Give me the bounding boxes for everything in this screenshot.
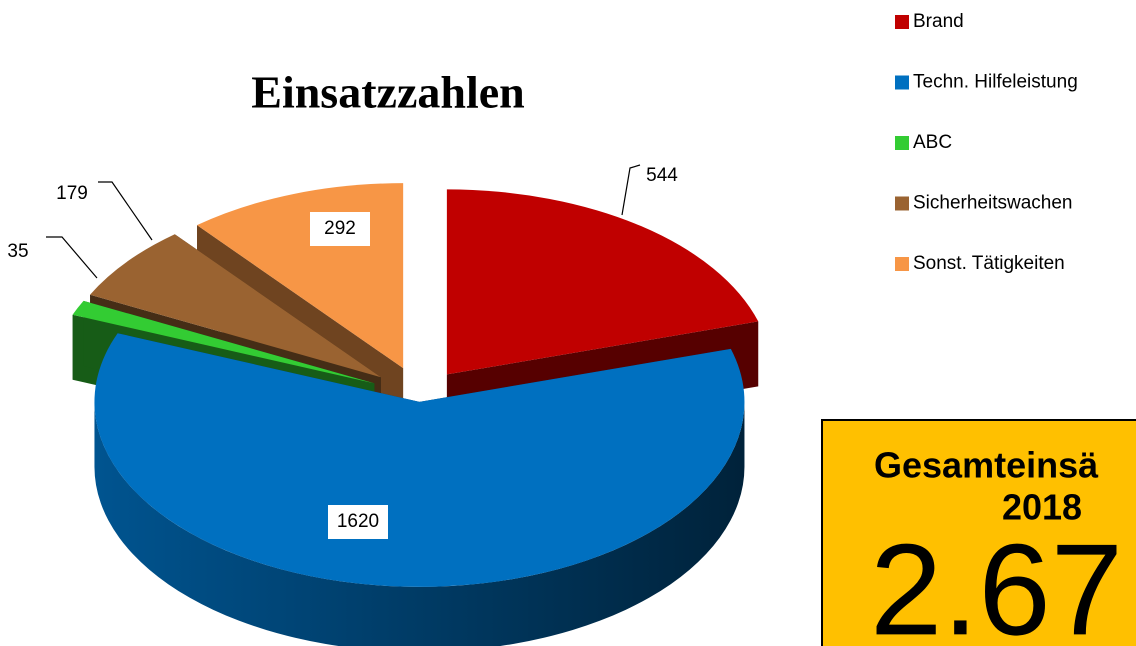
leader-line xyxy=(46,236,98,279)
data-label: 35 xyxy=(7,241,28,262)
data-label: 179 xyxy=(56,183,88,204)
label-box xyxy=(328,505,388,539)
legend-label: Sicherheitswachen xyxy=(913,193,1072,214)
label-box xyxy=(310,212,370,246)
slice xyxy=(90,234,381,378)
legend-swatch xyxy=(895,136,909,150)
chart-title: Einsatzzahlen xyxy=(251,67,524,118)
legend-swatch xyxy=(895,257,909,271)
leader-line xyxy=(98,181,153,241)
legend-swatch xyxy=(895,196,909,211)
slice xyxy=(446,189,759,375)
legend-swatch xyxy=(895,75,909,90)
legend-label: ABC xyxy=(913,132,952,153)
info-box xyxy=(821,419,1136,646)
info-title: Gesamteinsä xyxy=(874,445,1099,486)
slice xyxy=(72,300,375,384)
slice xyxy=(94,333,745,587)
data-label: 1620 xyxy=(337,511,379,532)
info-year: 2018 xyxy=(1002,487,1082,528)
slice-wall xyxy=(94,401,745,646)
data-label: 544 xyxy=(646,165,678,186)
leader-line xyxy=(621,164,641,216)
legend-swatch xyxy=(895,15,909,29)
info-total: 2.67 xyxy=(870,516,1123,646)
data-label: 292 xyxy=(324,218,356,239)
legend-label: Brand xyxy=(913,11,964,32)
legend-label: Techn. Hilfeleistung xyxy=(913,72,1078,93)
legend-label: Sonst. Tätigkeiten xyxy=(913,253,1065,274)
